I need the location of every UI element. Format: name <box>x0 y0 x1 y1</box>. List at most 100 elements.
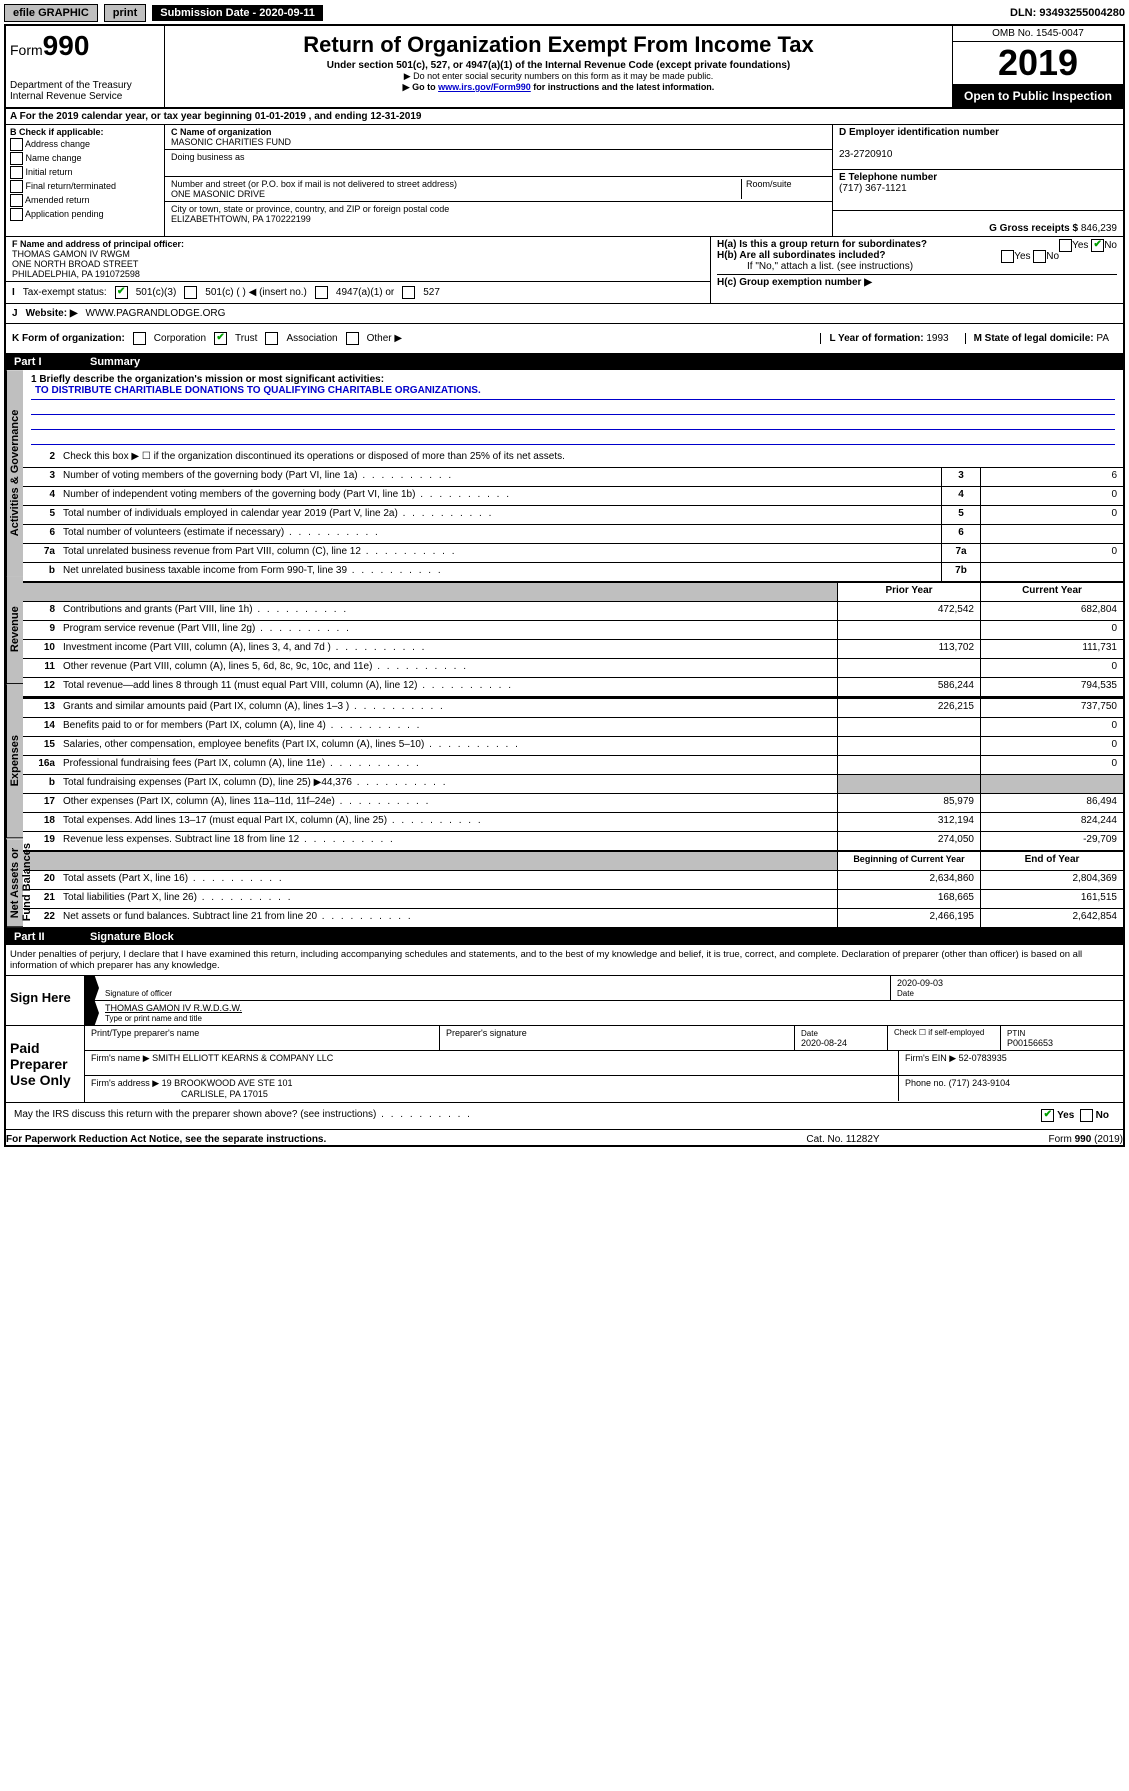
cb-hb-no[interactable] <box>1033 250 1046 263</box>
form-subtitle: Under section 501(c), 527, or 4947(a)(1)… <box>169 60 948 71</box>
header-left: Form990 Department of the Treasury Inter… <box>6 26 165 107</box>
cb-corp[interactable] <box>133 332 146 345</box>
irs-link[interactable]: www.irs.gov/Form990 <box>438 82 531 92</box>
dba-cell: Doing business as <box>165 150 832 177</box>
sign-here-label: Sign Here <box>6 976 85 1025</box>
cb-amended[interactable]: Amended return <box>10 194 160 207</box>
assoc-label: Association <box>286 333 337 344</box>
omb-number: OMB No. 1545-0047 <box>953 26 1123 42</box>
cb-other[interactable] <box>346 332 359 345</box>
part1-header: Part I Summary <box>6 354 1123 370</box>
vtab-revenue: Revenue <box>6 576 23 684</box>
line-9: 9Program service revenue (Part VIII, lin… <box>23 620 1123 639</box>
open-public: Open to Public Inspection <box>953 85 1123 107</box>
form-container: Form990 Department of the Treasury Inter… <box>4 24 1125 1147</box>
officer-name: THOMAS GAMON IV RWGM <box>12 249 130 259</box>
officer-label: F Name and address of principal officer: <box>12 239 184 249</box>
part2-num: Part II <box>14 931 74 943</box>
col-end-year: End of Year <box>980 852 1123 870</box>
city-value: ELIZABETHTOWN, PA 170222199 <box>171 214 311 224</box>
col-current-year: Current Year <box>980 583 1123 601</box>
cb-assoc[interactable] <box>265 332 278 345</box>
line-17: 17Other expenses (Part IX, column (A), l… <box>23 793 1123 812</box>
phone-label: E Telephone number <box>839 172 937 183</box>
gross-value: 846,239 <box>1081 223 1117 234</box>
room-label: Room/suite <box>741 179 826 199</box>
cb-discuss-no[interactable] <box>1080 1109 1093 1122</box>
col-prior-year: Prior Year <box>837 583 980 601</box>
q1-answer: TO DISTRIBUTE CHARITIABLE DONATIONS TO Q… <box>31 385 1115 400</box>
sig-officer-row: Signature of officer 2020-09-03Date <box>85 976 1123 1001</box>
row-j-website: J Website: ▶ WWW.PAGRANDLODGE.ORG <box>6 304 1123 324</box>
discuss-row: May the IRS discuss this return with the… <box>6 1103 1123 1129</box>
submission-date: Submission Date - 2020-09-11 <box>152 5 323 21</box>
tax-exempt-label: Tax-exempt status: <box>23 287 107 298</box>
prep-name-label: Print/Type preparer's name <box>85 1026 440 1050</box>
cb-discuss-yes[interactable] <box>1041 1109 1054 1122</box>
row-a-tax-year: A For the 2019 calendar year, or tax yea… <box>6 109 1123 125</box>
q1-blank3 <box>31 430 1115 445</box>
501c3-label: 501(c)(3) <box>136 287 177 298</box>
j-label: J <box>12 308 18 319</box>
row-klm: K Form of organization: Corporation Trus… <box>6 324 1123 354</box>
efile-button[interactable]: efile GRAPHIC <box>4 4 98 22</box>
gov-line-3: 3Number of voting members of the governi… <box>23 467 1123 486</box>
k-label: K Form of organization: <box>12 333 125 344</box>
org-name: MASONIC CHARITIES FUND <box>171 137 291 147</box>
cb-527[interactable] <box>402 286 415 299</box>
line-21: 21Total liabilities (Part X, line 26)168… <box>23 889 1123 908</box>
l-cell: L Year of formation: 1993 <box>820 333 956 344</box>
org-name-cell: C Name of organization MASONIC CHARITIES… <box>165 125 832 150</box>
phone-cell: E Telephone number (717) 367-1121 <box>833 170 1123 211</box>
part1-num: Part I <box>14 356 74 368</box>
prep-row3: Firm's address ▶ 19 BROOKWOOD AVE STE 10… <box>85 1076 1123 1101</box>
cb-501c3[interactable] <box>115 286 128 299</box>
addr-value: ONE MASONIC DRIVE <box>171 189 265 199</box>
cb-name-change[interactable]: Name change <box>10 152 160 165</box>
cb-address-change[interactable]: Address change <box>10 138 160 151</box>
sig-officer-label: Signature of officer <box>105 989 172 998</box>
line-19: 19Revenue less expenses. Subtract line 1… <box>23 831 1123 850</box>
cb-hb-yes[interactable] <box>1001 250 1014 263</box>
vtab-governance: Activities & Governance <box>6 370 23 576</box>
cat-no: Cat. No. 11282Y <box>743 1134 943 1145</box>
cb-4947[interactable] <box>315 286 328 299</box>
col-b-checkboxes: B Check if applicable: Address change Na… <box>6 125 165 236</box>
cb-ha-no[interactable] <box>1091 239 1104 252</box>
address-cell: Number and street (or P.O. box if mail i… <box>165 177 832 202</box>
officer-addr1: ONE NORTH BROAD STREET <box>12 259 138 269</box>
perjury-text: Under penalties of perjury, I declare th… <box>6 945 1123 976</box>
part1-title: Summary <box>90 356 140 368</box>
q1-blank1 <box>31 400 1115 415</box>
org-name-label: C Name of organization <box>171 127 272 137</box>
print-button[interactable]: print <box>104 4 146 22</box>
4947-label: 4947(a)(1) or <box>336 287 394 298</box>
cb-ha-yes[interactable] <box>1059 239 1072 252</box>
501c-label: 501(c) ( ) ◀ (insert no.) <box>205 287 307 298</box>
sig-name-row: THOMAS GAMON IV R.W.D.G.W.Type or print … <box>85 1001 1123 1025</box>
q2-line: 2 Check this box ▶ ☐ if the organization… <box>23 449 1123 467</box>
ha-row: H(a) Is this a group return for subordin… <box>717 239 1117 250</box>
paid-preparer-section: Paid Preparer Use Only Print/Type prepar… <box>6 1026 1123 1103</box>
cb-501c[interactable] <box>184 286 197 299</box>
self-employed-check[interactable]: Check ☐ if self-employed <box>888 1026 1001 1050</box>
prep-row2: Firm's name ▶ SMITH ELLIOTT KEARNS & COM… <box>85 1051 1123 1076</box>
cb-final-return[interactable]: Final return/terminated <box>10 180 160 193</box>
dept-treasury: Department of the Treasury <box>10 80 160 91</box>
col-de: D Employer identification number 23-2720… <box>833 125 1123 236</box>
line-11: 11Other revenue (Part VIII, column (A), … <box>23 658 1123 677</box>
line-12: 12Total revenue—add lines 8 through 11 (… <box>23 677 1123 696</box>
paid-preparer-label: Paid Preparer Use Only <box>6 1026 85 1102</box>
ein-label: D Employer identification number <box>839 127 999 138</box>
sign-here-section: Sign Here Signature of officer 2020-09-0… <box>6 976 1123 1026</box>
firm-phone: (717) 243-9104 <box>949 1078 1011 1088</box>
vtab-expenses: Expenses <box>6 684 23 838</box>
form-header: Form990 Department of the Treasury Inter… <box>6 26 1123 109</box>
m-cell: M State of legal domicile: PA <box>965 333 1117 344</box>
cb-initial-return[interactable]: Initial return <box>10 166 160 179</box>
form-990-num: 990 <box>43 30 90 61</box>
cb-trust[interactable] <box>214 332 227 345</box>
cb-app-pending[interactable]: Application pending <box>10 208 160 221</box>
line-14: 14Benefits paid to or for members (Part … <box>23 717 1123 736</box>
prep-date: 2020-08-24 <box>801 1038 847 1048</box>
